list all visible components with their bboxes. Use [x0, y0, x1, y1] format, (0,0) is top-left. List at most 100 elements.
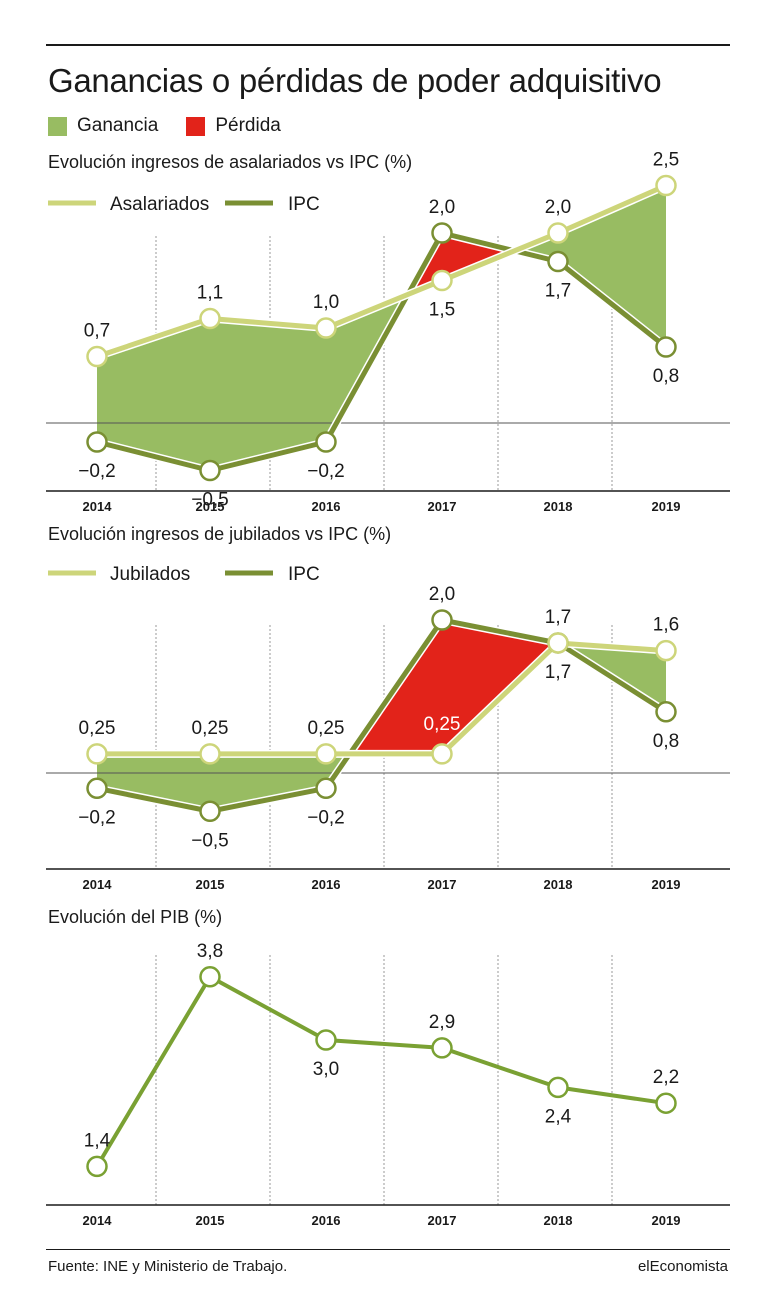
chart2-data-label: −0,2 — [78, 807, 116, 828]
chart2-legend-income-label: Jubilados — [110, 564, 190, 585]
chart1-gain-area — [210, 318, 326, 471]
chart2-tick-label: 2019 — [652, 877, 681, 892]
chart2-data-label: 2,0 — [429, 584, 455, 605]
source-note: Fuente: INE y Ministerio de Trabajo. — [48, 1258, 288, 1275]
chart2-title: Evolución ingresos de jubilados vs IPC (… — [48, 524, 391, 544]
chart3-pib-point — [547, 1076, 569, 1099]
chart1-data-label: 1,7 — [545, 281, 571, 302]
chart1-data-label: 1,1 — [197, 283, 223, 304]
chart1-ipc-point — [655, 336, 677, 358]
chart3-pib-point — [199, 966, 221, 988]
chart2-tick-label: 2016 — [312, 877, 341, 892]
chart1-title: Evolución ingresos de asalariados vs IPC… — [48, 152, 412, 172]
chart2-tick-label: 2015 — [196, 877, 225, 892]
chart3-tick-label: 2018 — [544, 1213, 573, 1228]
chart1-gain-area — [558, 185, 666, 347]
brand-name: elEconomista — [637, 1258, 728, 1275]
chart2-tick-label: 2018 — [544, 877, 573, 892]
chart1-tick-label: 2017 — [428, 499, 457, 514]
chart1-legend-ipc-label: IPC — [288, 194, 320, 215]
chart2-data-label: 1,7 — [545, 662, 571, 683]
chart3-data-label: 3,0 — [313, 1059, 339, 1080]
chart1-legend-income-label: Asalariados — [110, 194, 209, 215]
chart1-ipc-point — [86, 431, 108, 453]
chart1-income-point — [655, 174, 677, 197]
chart1-income-point — [547, 222, 569, 244]
chart3-pib-point — [86, 1155, 108, 1178]
chart3-pib-line — [95, 974, 667, 1168]
chart2-ipc-line — [96, 617, 668, 814]
chart2-data-label: −0,5 — [191, 830, 229, 851]
chart2-income-point — [547, 632, 569, 654]
chart1-tick-label: 2014 — [83, 499, 113, 514]
chart1-ipc-point — [431, 222, 453, 244]
chart1-income-line — [96, 183, 668, 359]
chart1-income-point — [86, 345, 108, 368]
chart1-income-point — [199, 307, 221, 330]
chart1-tick-label: 2019 — [652, 499, 681, 514]
chart2-ipc-point — [199, 800, 221, 822]
chart1-ipc-point — [547, 250, 569, 273]
chart1-gain-area — [97, 318, 210, 471]
chart2-data-label: 1,7 — [545, 607, 571, 628]
legend-loss-label: Pérdida — [215, 115, 281, 136]
chart2-data-label: 0,8 — [653, 731, 679, 752]
chart3-data-label: 2,4 — [545, 1106, 572, 1127]
chart3-tick-label: 2014 — [83, 1213, 113, 1228]
chart3-data-label: 2,2 — [653, 1067, 679, 1088]
chart1-tick-label: 2016 — [312, 499, 341, 514]
chart2-data-label: 1,6 — [653, 615, 679, 636]
chart1-data-label: 1,0 — [313, 292, 339, 313]
bottom-rule — [46, 1249, 730, 1250]
chart3-tick-label: 2016 — [312, 1213, 341, 1228]
chart3-data-label: 3,8 — [197, 941, 223, 962]
chart2-income-line — [97, 640, 667, 757]
chart2-income-point — [655, 639, 677, 662]
chart1-tick-label: 2015 — [196, 499, 225, 514]
chart2-data-label: −0,2 — [307, 807, 345, 828]
chart2-gain-area — [97, 753, 210, 812]
chart2-tick-label: 2017 — [428, 877, 457, 892]
chart1-data-label: 2,5 — [653, 150, 679, 171]
chart1-data-label: 0,7 — [84, 321, 110, 342]
chart1-data-label: 2,0 — [545, 197, 571, 218]
chart2-legend-ipc-label: IPC — [288, 564, 320, 585]
legend-loss: Pérdida — [186, 115, 281, 137]
chart2-income-point — [315, 743, 337, 765]
chart2-data-label: 0,25 — [308, 718, 345, 739]
chart1-loss-area — [442, 233, 515, 281]
chart2-loss-area — [442, 620, 558, 754]
legend-gain: Ganancia — [48, 115, 158, 137]
chart1-tick-label: 2018 — [544, 499, 573, 514]
chart2-ipc-point — [315, 777, 337, 800]
gain-swatch — [48, 116, 67, 136]
chart2-ipc-point — [431, 609, 453, 631]
chart1-ipc-point — [315, 431, 337, 453]
chart3-tick-label: 2017 — [428, 1213, 457, 1228]
chart2-data-label: 0,25 — [79, 718, 116, 739]
chart1-income-point — [315, 317, 337, 339]
chart3-tick-label: 2019 — [652, 1213, 681, 1228]
chart3-tick-label: 2015 — [196, 1213, 225, 1228]
chart2-income-point — [431, 743, 453, 765]
chart3-data-label: 1,4 — [84, 1130, 111, 1151]
chart1-ipc-point — [199, 459, 221, 482]
chart2-ipc-point — [655, 701, 677, 723]
loss-swatch — [186, 116, 206, 136]
chart2-income-point — [199, 743, 221, 765]
chart3-pib-point — [315, 1029, 337, 1051]
chart1-data-label: 1,5 — [429, 300, 455, 321]
chart1-ipc-line — [96, 230, 668, 473]
chart2-data-label: 0,25 — [192, 718, 229, 739]
chart2-data-label: 0,25 — [424, 714, 461, 735]
chart2-tick-label: 2014 — [83, 877, 113, 892]
chart1-data-label: 2,0 — [429, 197, 455, 218]
chart3-pib-point — [431, 1037, 453, 1059]
chart2-income-point — [86, 743, 108, 765]
gain-loss-legend: Ganancia Pérdida — [48, 115, 309, 137]
chart2-gain-area — [210, 753, 326, 812]
chart1-income-point — [431, 269, 453, 292]
chart1-data-label: 0,8 — [653, 366, 679, 387]
chart1-data-label: −0,2 — [78, 461, 116, 482]
